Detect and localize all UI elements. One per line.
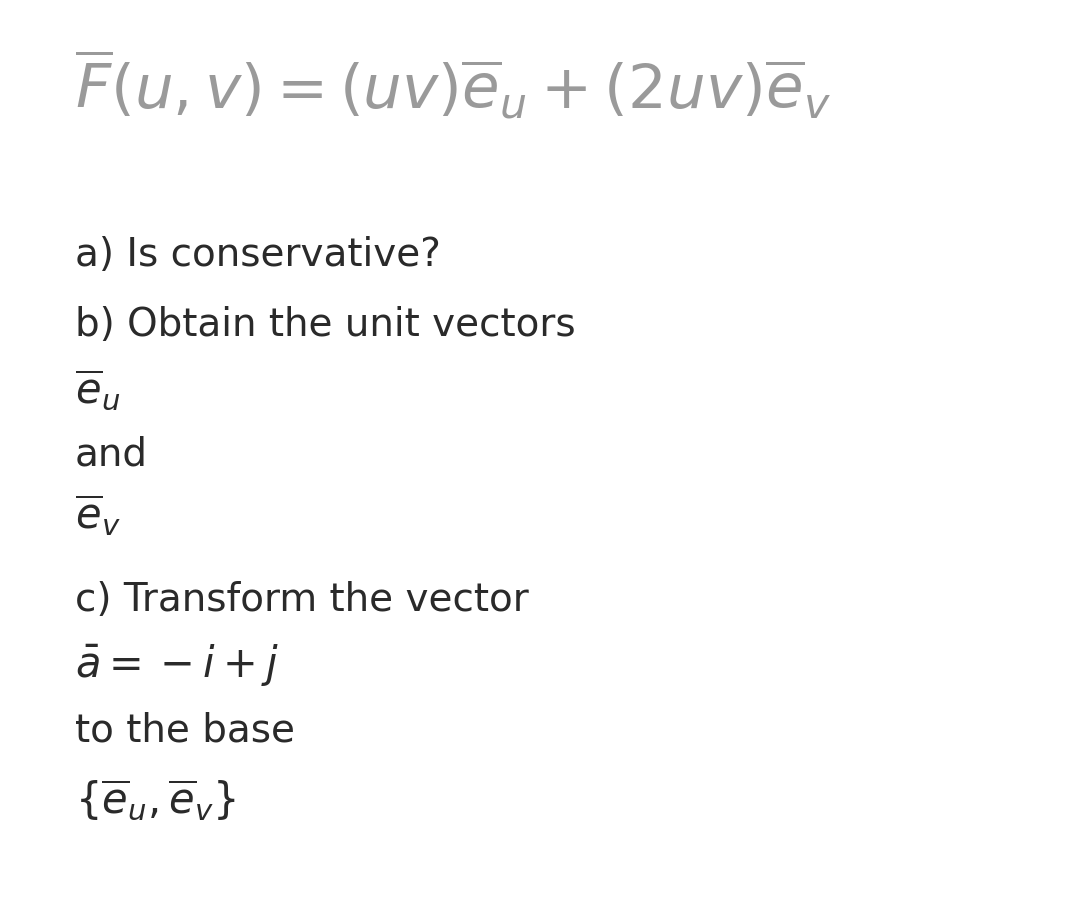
Text: a) Is conservative?: a) Is conservative? [75, 236, 441, 274]
Text: $\bar{a} = -i + j$: $\bar{a} = -i + j$ [75, 642, 279, 688]
Text: $\overline{F}(u,v)=(uv)\overline{e}_u +(2uv)\overline{e}_v$: $\overline{F}(u,v)=(uv)\overline{e}_u +(… [75, 48, 832, 121]
Text: $\{\overline{e}_u, \overline{e}_v\}$: $\{\overline{e}_u, \overline{e}_v\}$ [75, 777, 237, 823]
Text: to the base: to the base [75, 711, 295, 749]
Text: c) Transform the vector: c) Transform the vector [75, 581, 529, 619]
Text: $\overline{e}_v$: $\overline{e}_v$ [75, 492, 121, 538]
Text: and: and [75, 436, 148, 474]
Text: $\overline{e}_u$: $\overline{e}_u$ [75, 367, 120, 413]
Text: b) Obtain the unit vectors: b) Obtain the unit vectors [75, 306, 576, 344]
